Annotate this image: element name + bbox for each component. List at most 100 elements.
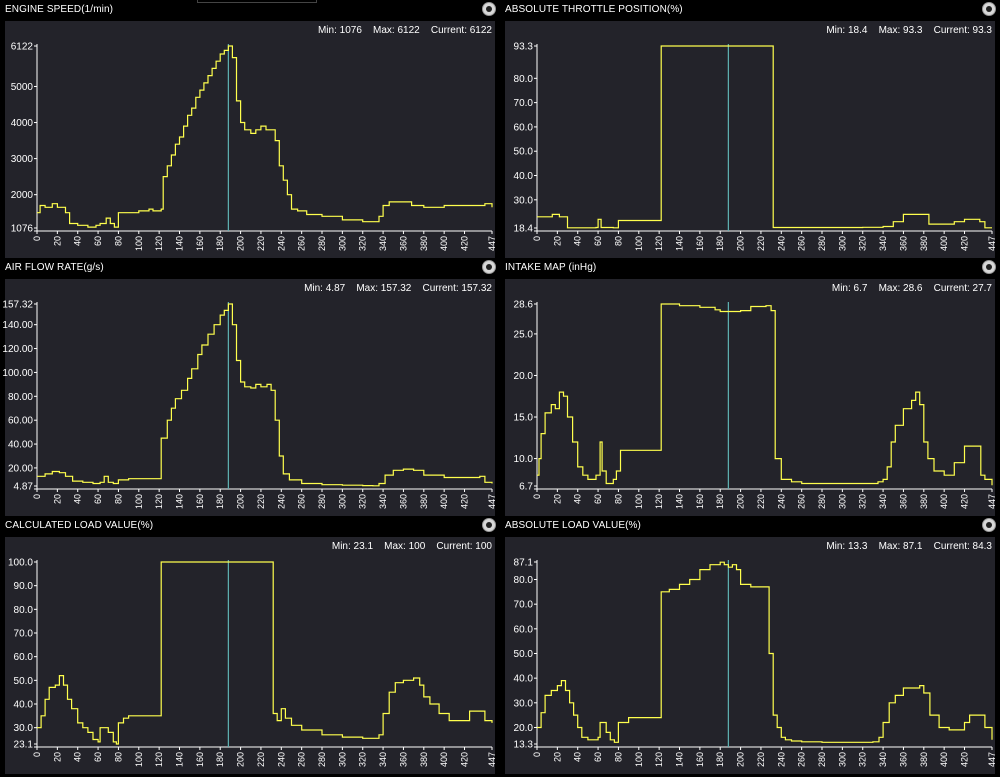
x-tick-label: 240 [276,236,286,251]
stats-readout: Min: 13.3 Max: 87.1 Current: 84.3 [826,541,992,552]
max-value: Max: 93.3 [878,25,923,36]
y-tick-label: 60.0 [514,122,534,133]
x-tick-label: 320 [358,236,368,251]
x-tick-label: 40 [573,494,583,504]
x-tick-label: 0 [32,752,42,757]
intake-map-chart[interactable]: 6.7 10.0 15.0 20.0 25.0 28.6 0 20 40 60 80 100 120 14… [505,279,997,516]
x-tick-label: 220 [256,236,266,251]
x-tick-label: 220 [756,494,766,509]
panel-options-button[interactable] [982,2,996,16]
x-tick-label: 120 [154,494,164,509]
throttle-position-chart[interactable]: 18.4 30.0 40.0 50.0 60.0 70.0 80.0 93.3 0 20 40 60 8… [505,21,997,258]
x-tick-label: 320 [858,494,868,509]
x-tick-label: 80 [613,236,623,246]
x-tick-label: 340 [378,236,388,251]
x-tick-label: 447 [987,494,997,509]
x-tick-label: 447 [987,752,997,767]
x-tick-label: 380 [419,494,429,509]
x-tick-label: 380 [419,752,429,767]
data-series-line [537,561,993,743]
x-tick-label: 40 [573,752,583,762]
x-tick-label: 380 [419,236,429,251]
x-tick-label: 140 [675,494,685,509]
stats-readout: Min: 18.4 Max: 93.3 Current: 93.3 [826,25,992,36]
x-tick-label: 420 [960,752,970,767]
x-tick-label: 447 [987,236,997,251]
data-series-line [37,561,493,745]
plot-area: Min: 18.4 Max: 93.3 Current: 93.3 18.4 30… [505,21,997,258]
stats-readout: Min: 1076 Max: 6122 Current: 6122 [318,25,492,36]
x-tick-label: 240 [276,494,286,509]
panel-options-button[interactable] [982,260,996,274]
y-tick-label: 30.0 [14,723,34,734]
x-tick-label: 200 [736,236,746,251]
panel-options-button[interactable] [982,518,996,532]
x-tick-label: 280 [817,752,827,767]
min-value: Min: 4.87 [304,283,346,294]
x-tick-label: 280 [317,752,327,767]
panel-options-button[interactable] [482,518,496,532]
x-tick-label: 280 [817,236,827,251]
x-tick-label: 360 [898,494,908,509]
air-flow-rate-chart[interactable]: 4.87 20.00 40.00 60.00 80.00 100.00 120.00 140.… [2,279,497,516]
panel-title: AIR FLOW RATE(g/s) [5,262,104,273]
y-tick-label: 40.00 [8,440,33,451]
x-tick-label: 100 [634,236,644,251]
x-tick-label: 300 [837,494,847,509]
stats-readout: Min: 6.7 Max: 28.6 Current: 27.7 [832,283,992,294]
x-tick-label: 400 [939,236,949,251]
panel-options-button[interactable] [482,260,496,274]
x-tick-label: 120 [654,752,664,767]
x-tick-label: 160 [695,236,705,251]
x-tick-label: 420 [460,236,470,251]
calculated-load-chart[interactable]: 23.1 30.0 40.0 50.0 60.0 70.0 80.0 90.0 100.0 0 20… [5,537,497,774]
y-tick-label: 80.0 [14,605,34,616]
x-tick-label: 80 [113,494,123,504]
x-tick-label: 340 [878,236,888,251]
panel-title: ENGINE SPEED(1/min) [5,4,114,15]
panel-title: ABSOLUTE THROTTLE POSITION(%) [505,4,683,15]
x-tick-label: 180 [715,236,725,251]
x-tick-label: 260 [297,494,307,509]
plot-area: Min: 1076 Max: 6122 Current: 6122 1076 20… [5,21,497,258]
y-tick-label: 4.87 [14,482,34,493]
x-tick-label: 300 [337,236,347,251]
x-tick-label: 180 [215,494,225,509]
x-tick-label: 160 [195,236,205,251]
x-tick-label: 60 [93,752,103,762]
engine-speed-chart[interactable]: 1076 2000 3000 4000 5000 6122 0 20 40 60 80 100 120 1… [5,21,497,258]
x-tick-label: 360 [398,752,408,767]
y-tick-label: 13.3 [514,740,534,751]
x-tick-label: 300 [837,752,847,767]
data-series-line [37,45,493,228]
y-tick-label: 20.0 [514,371,534,382]
x-tick-label: 100 [634,752,644,767]
y-tick-label: 50.0 [514,147,534,158]
current-value: Current: 100 [436,541,492,552]
y-tick-label: 23.1 [14,740,34,751]
x-tick-label: 320 [858,236,868,251]
x-tick-label: 320 [358,494,368,509]
panel-title: CALCULATED LOAD VALUE(%) [5,520,154,531]
x-tick-label: 20 [52,752,62,762]
x-tick-label: 447 [487,236,497,251]
x-tick-label: 60 [593,752,603,762]
throttle-position-panel: ABSOLUTE THROTTLE POSITION(%) Min: 18.4 … [500,0,999,258]
x-tick-label: 80 [113,236,123,246]
x-tick-label: 300 [337,494,347,509]
x-tick-label: 140 [175,752,185,767]
x-tick-label: 120 [654,236,664,251]
min-value: Min: 1076 [317,25,362,36]
absolute-load-chart[interactable]: 13.3 20.0 30.0 40.0 50.0 60.0 70.0 80.0 87.1 0 20 4… [505,537,997,774]
panel-options-button[interactable] [482,2,496,16]
x-tick-label: 240 [776,494,786,509]
y-tick-label: 60.0 [14,652,34,663]
plot-area: Min: 13.3 Max: 87.1 Current: 84.3 13.3 20… [505,537,997,774]
current-value: Current: 27.7 [933,283,992,294]
intake-map-panel: INTAKE MAP (inHg) Min: 6.7 Max: 28.6 Cur… [500,258,999,516]
x-tick-label: 140 [675,752,685,767]
max-value: Max: 157.32 [356,283,412,294]
y-tick-label: 40.0 [514,674,534,685]
x-tick-label: 200 [736,752,746,767]
calculated-load-panel: CALCULATED LOAD VALUE(%) Min: 23.1 Max: … [0,516,499,774]
